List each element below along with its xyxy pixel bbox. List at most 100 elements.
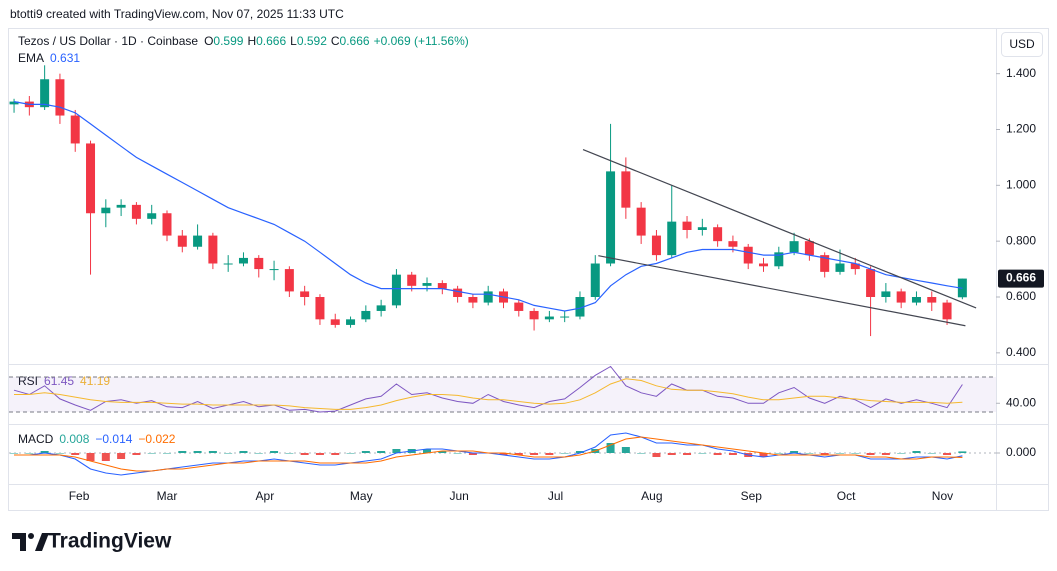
candle-body: [881, 291, 891, 297]
candle-body: [743, 246, 753, 264]
histogram-bar: [499, 453, 508, 455]
histogram-bar: [713, 453, 722, 455]
histogram-bar: [147, 453, 156, 454]
x-tick-label: Jul: [548, 489, 563, 503]
currency[interactable]: USD: [1009, 37, 1035, 51]
histogram-bar: [315, 453, 324, 455]
histogram-bar: [575, 451, 584, 453]
ohlc-value: 0.666: [340, 34, 370, 48]
candle-body: [254, 257, 264, 270]
candle-body: [896, 291, 906, 303]
candle-body: [9, 101, 19, 105]
candle-body: [651, 235, 661, 256]
histogram-bar: [866, 453, 875, 455]
histogram-bar: [560, 453, 569, 454]
histogram-bar: [193, 451, 202, 453]
histogram-bar: [468, 453, 477, 455]
currency-button[interactable]: [1001, 32, 1043, 57]
histogram-bar: [392, 449, 401, 453]
candle-body: [483, 291, 493, 303]
ema-name: EMA: [18, 51, 44, 65]
histogram-bar: [377, 451, 386, 453]
histogram-bar: [224, 453, 233, 454]
ohlc-label: C: [331, 34, 340, 48]
ema-legend: EMA 0.631: [18, 51, 80, 65]
candle-body: [86, 143, 96, 214]
candle-body: [697, 227, 707, 230]
labels-layer: Feb Mar Apr May Jun Jul Aug Sep Oct Nov 1.400 1.200…: [69, 66, 1044, 503]
histogram-bar: [805, 453, 814, 454]
y-tick-label: 0.400: [1006, 345, 1036, 359]
x-tick-label: Feb: [69, 489, 90, 503]
candle-body: [636, 207, 646, 236]
histogram-bar: [698, 453, 707, 454]
candle-body: [361, 310, 371, 320]
rsi-title: RSI: [18, 374, 38, 388]
candle-body: [728, 241, 738, 247]
rsi-band: [9, 377, 996, 413]
histogram-bar: [851, 453, 860, 454]
candle-body: [804, 241, 814, 256]
candle-body: [682, 221, 692, 230]
candle-body: [208, 235, 218, 264]
rsi-legend: RSI 61.45 41.19: [18, 374, 110, 388]
candle-body: [774, 252, 784, 267]
trendline: [582, 149, 977, 309]
trendline: [598, 255, 966, 327]
candle-body: [330, 319, 340, 325]
histogram-bar: [927, 453, 936, 454]
candle-body: [177, 235, 187, 247]
candle-body: [131, 204, 141, 219]
histogram-bar: [881, 453, 890, 455]
histogram-bar: [208, 451, 217, 453]
brand: TradingView: [48, 530, 172, 553]
y-tick-label: 1.400: [1006, 66, 1036, 80]
candle-body: [575, 297, 585, 317]
histogram-bar: [239, 451, 248, 453]
x-tick-label: Mar: [157, 489, 178, 503]
y-tick-label: 40.00: [1006, 395, 1036, 409]
candle-body: [300, 291, 310, 297]
candle-body: [391, 274, 401, 306]
candle-body: [407, 274, 417, 286]
x-tick-label: Apr: [256, 489, 275, 503]
histogram-bar: [254, 453, 263, 454]
histogram-bar: [331, 453, 340, 455]
candle-body: [835, 263, 845, 272]
ohlc-value: 0.592: [297, 34, 327, 48]
histogram-bar: [545, 453, 554, 455]
candle-body: [437, 283, 447, 289]
candle-body: [238, 257, 248, 264]
histogram-bar: [423, 449, 432, 453]
indicator-line: [14, 436, 963, 472]
indicator-line: [13, 365, 963, 413]
x-tick-label: Aug: [641, 489, 662, 503]
histogram-bar: [897, 453, 906, 454]
candle-body: [70, 115, 80, 144]
ohlc-label: H: [247, 34, 256, 48]
histogram-bar: [912, 451, 921, 453]
symbol: Tezos / US Dollar · 1D · Coinbase: [18, 34, 198, 48]
histogram-bar: [958, 451, 967, 453]
candle-body: [529, 310, 539, 320]
histogram-bar: [667, 453, 676, 455]
x-tick-label: Oct: [837, 489, 856, 503]
candle-body: [560, 316, 570, 318]
candle-body: [468, 297, 478, 303]
candle-body: [590, 263, 600, 297]
ohlc-value: 0.599: [213, 34, 243, 48]
macd-signal-value: −0.022: [138, 432, 175, 446]
brand-logo: [12, 533, 49, 551]
y-tick-label: 0.600: [1006, 289, 1036, 303]
candle-body: [162, 213, 172, 236]
candle-body: [911, 297, 921, 303]
candle-body: [55, 79, 65, 116]
candle-body: [346, 319, 356, 325]
histogram-bar: [86, 453, 95, 461]
candle-body: [820, 255, 830, 272]
candle-body: [376, 305, 386, 311]
candle-body: [621, 171, 631, 208]
candle-body: [453, 288, 463, 297]
ohlc-label: L: [290, 34, 297, 48]
histogram-bar: [438, 451, 447, 453]
